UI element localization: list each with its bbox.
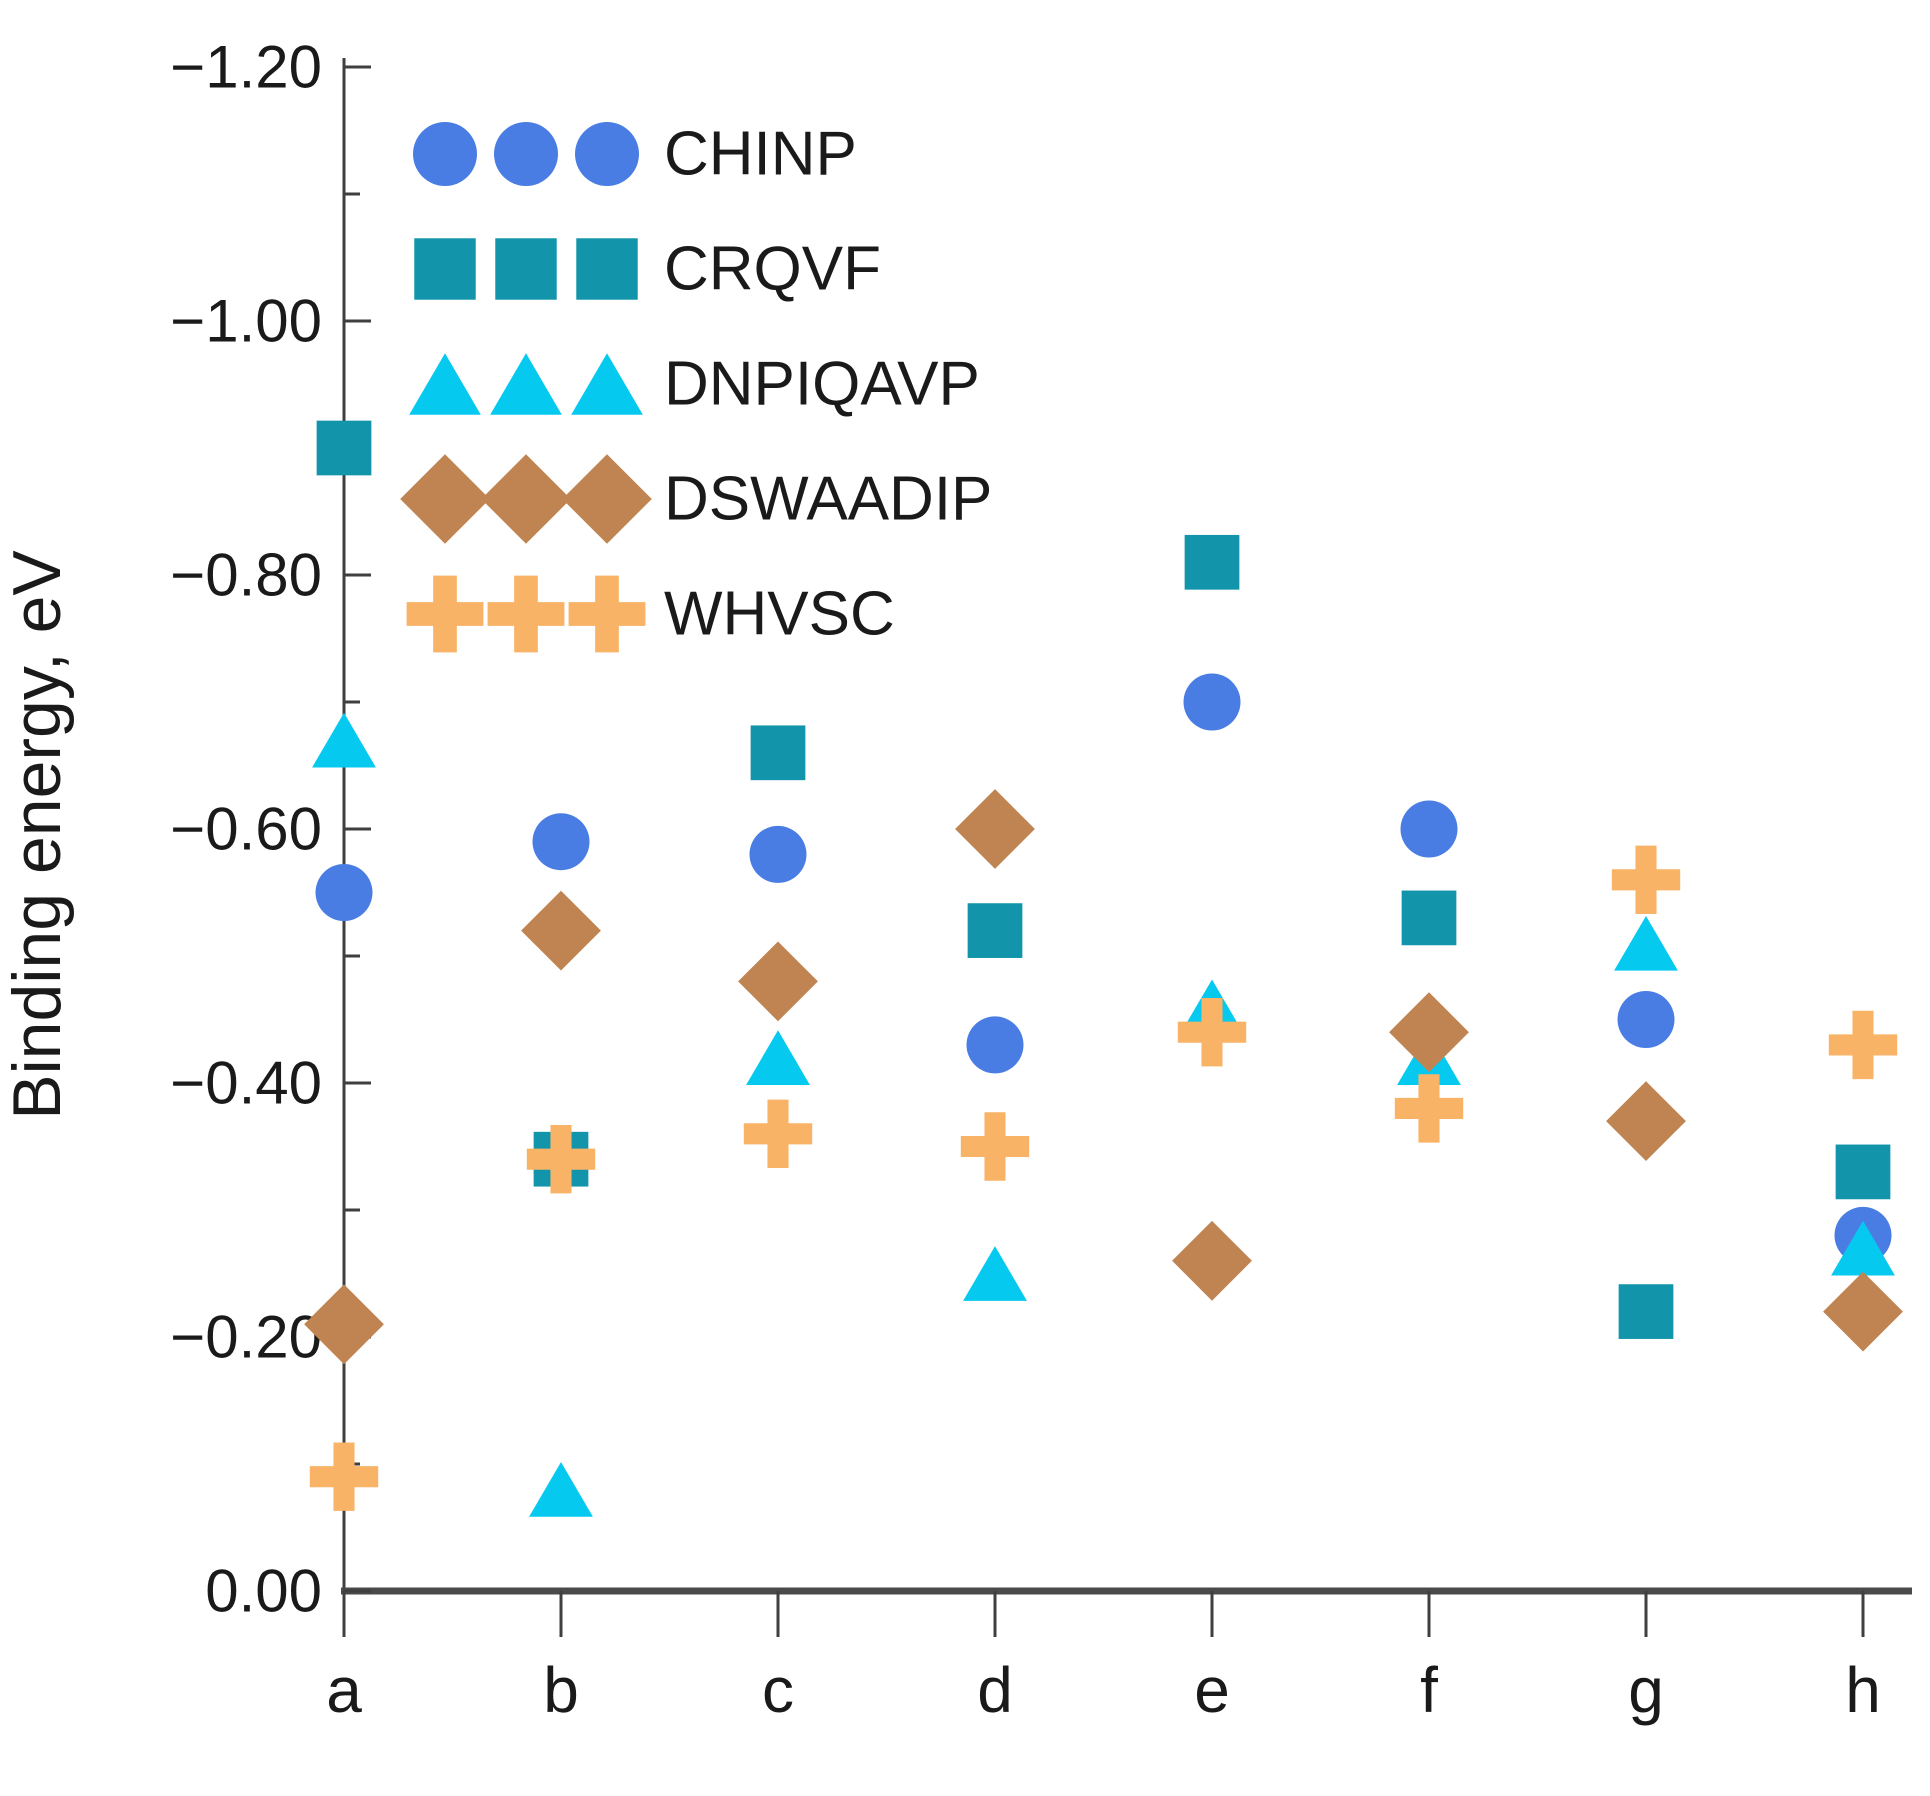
data-point-WHVSC-g <box>1611 845 1681 914</box>
data-point-CHINP-f <box>1400 800 1458 858</box>
data-point-DSWAADIP-c <box>738 941 818 1022</box>
data-point-CRQVF-g <box>1618 1284 1674 1339</box>
legend-marker-DNPIQAVP-1 <box>409 353 481 415</box>
x-category-label: c <box>762 1654 794 1726</box>
data-point-DSWAADIP-b <box>521 890 601 971</box>
y-axis-title: Binding energy, eV <box>0 550 75 1120</box>
data-point-CHINP-a <box>315 864 373 921</box>
legend-marker-WHVSC-2 <box>487 575 565 653</box>
legend-marker-WHVSC-3 <box>568 575 646 653</box>
data-point-CRQVF-c <box>750 725 806 781</box>
data-point-DNPIQAVP-g <box>1614 915 1678 971</box>
legend-label-CRQVF: CRQVF <box>664 235 881 304</box>
data-point-CRQVF-h <box>1835 1144 1891 1200</box>
data-point-CHINP-d <box>966 1016 1024 1074</box>
data-point-DNPIQAVP-d <box>963 1246 1027 1301</box>
y-tick-label: −0.80 <box>170 542 322 609</box>
data-point-DSWAADIP-h <box>1823 1271 1903 1352</box>
data-point-DNPIQAVP-b <box>529 1462 593 1517</box>
legend-label-DNPIQAVP: DNPIQAVP <box>664 350 980 419</box>
legend-marker-DNPIQAVP-3 <box>571 353 643 415</box>
x-category-label: a <box>326 1654 362 1726</box>
y-tick-label: −1.00 <box>170 288 322 355</box>
data-point-DSWAADIP-e <box>1172 1220 1252 1301</box>
y-tick-label: −1.20 <box>170 34 322 101</box>
data-point-CHINP-c <box>749 825 807 883</box>
data-point-CHINP-b <box>532 813 590 871</box>
data-point-CRQVF-e <box>1184 534 1240 590</box>
data-point-DNPIQAVP-h <box>1831 1220 1895 1276</box>
legend-marker-CRQVF-1 <box>414 238 476 300</box>
data-point-DSWAADIP-f <box>1389 992 1469 1073</box>
data-point-CRQVF-f <box>1401 890 1457 946</box>
data-point-WHVSC-a <box>309 1442 379 1511</box>
data-point-WHVSC-h <box>1828 1010 1898 1080</box>
data-point-WHVSC-e <box>1177 998 1247 1067</box>
data-point-DNPIQAVP-a <box>312 712 376 768</box>
x-category-label: h <box>1845 1654 1881 1726</box>
data-point-WHVSC-b <box>526 1125 596 1194</box>
y-tick-label: 0.00 <box>205 1558 322 1625</box>
y-tick-label: −0.40 <box>170 1050 322 1117</box>
y-tick-label: −0.20 <box>170 1304 322 1371</box>
legend-label-DSWAADIP: DSWAADIP <box>664 465 992 534</box>
data-point-CRQVF-a <box>316 420 372 476</box>
legend-marker-CRQVF-2 <box>495 238 557 300</box>
data-point-CRQVF-d <box>967 903 1023 958</box>
legend-marker-CHINP-3 <box>575 122 639 186</box>
legend-marker-WHVSC-1 <box>406 575 484 653</box>
x-category-label: b <box>543 1654 579 1726</box>
legend-marker-DSWAADIP-3 <box>562 454 652 544</box>
data-point-DSWAADIP-d <box>955 789 1035 869</box>
legend-marker-DNPIQAVP-2 <box>490 353 562 415</box>
x-category-label: e <box>1194 1654 1230 1726</box>
legend-marker-CHINP-1 <box>413 122 477 186</box>
data-point-CHINP-g <box>1617 991 1675 1048</box>
data-point-WHVSC-f <box>1394 1074 1464 1143</box>
data-point-CHINP-e <box>1183 673 1241 731</box>
legend-label-CHINP: CHINP <box>664 120 857 189</box>
data-point-WHVSC-c <box>743 1099 813 1168</box>
x-category-label: f <box>1420 1654 1438 1726</box>
data-point-DSWAADIP-a <box>304 1284 384 1365</box>
legend-label-WHVSC: WHVSC <box>664 580 895 649</box>
data-point-DNPIQAVP-c <box>746 1030 810 1085</box>
legend-marker-CRQVF-3 <box>576 238 638 300</box>
x-category-label: g <box>1628 1654 1664 1726</box>
data-point-WHVSC-d <box>960 1112 1030 1181</box>
legend-marker-DSWAADIP-2 <box>481 454 571 544</box>
legend-marker-CHINP-2 <box>494 122 558 186</box>
x-category-label: d <box>977 1654 1013 1726</box>
data-point-DSWAADIP-g <box>1606 1081 1686 1161</box>
y-tick-label: −0.60 <box>170 796 322 863</box>
legend-marker-DSWAADIP-1 <box>400 454 490 544</box>
